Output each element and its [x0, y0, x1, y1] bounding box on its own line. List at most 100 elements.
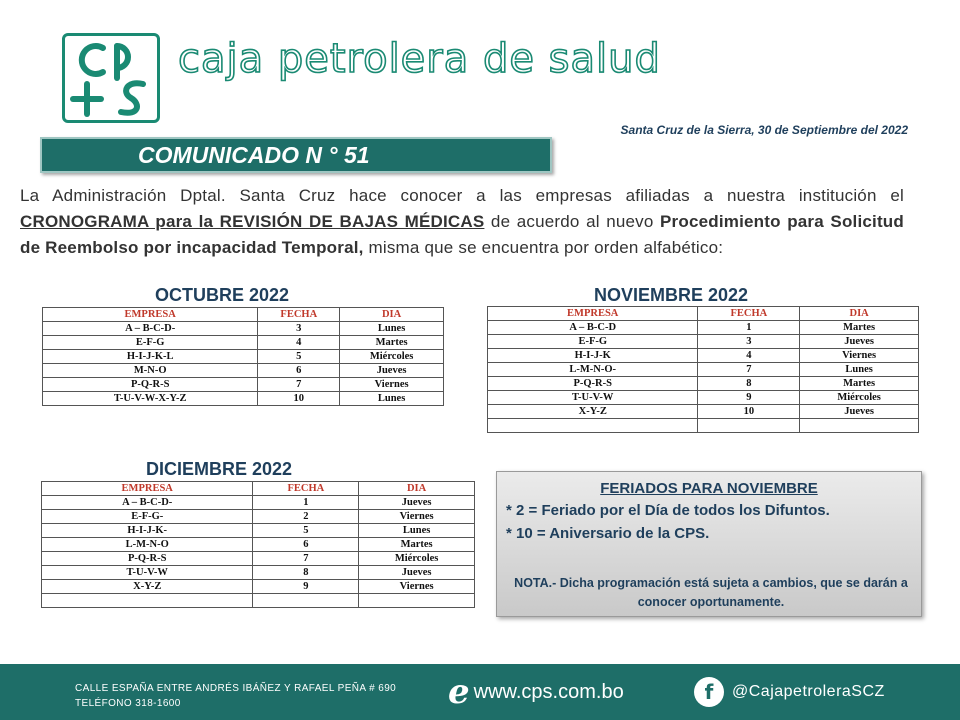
dia-cell: Martes — [358, 537, 475, 552]
dia-cell: Jueves — [358, 565, 475, 580]
table-row — [486, 418, 919, 433]
fecha-cell: 7 — [697, 362, 801, 377]
facebook-icon: f — [694, 677, 724, 707]
fecha-cell: 2 — [252, 509, 360, 524]
empresa-cell: E-F-G — [41, 335, 259, 350]
brand-name: caja petrolera de salud — [177, 35, 661, 83]
dia-cell: Martes — [799, 376, 919, 391]
empresa-cell — [486, 418, 699, 433]
date-line: Santa Cruz de la Sierra, 30 de Septiembr… — [620, 123, 908, 137]
column-header-dia: DIA — [799, 306, 919, 321]
dia-cell: Viernes — [358, 509, 475, 524]
empresa-cell — [40, 593, 254, 608]
dia-cell: Martes — [799, 320, 919, 335]
fecha-cell: 4 — [697, 348, 801, 363]
dia-cell — [358, 593, 475, 608]
dia-cell — [799, 418, 919, 433]
empresa-cell: P-Q-R-S — [486, 376, 699, 391]
feriado-item: * 2 = Feriado por el Día de todos los Di… — [506, 502, 830, 519]
internet-explorer-icon: e — [448, 672, 470, 712]
table-row: L-M-N-O 6 Martes — [40, 537, 475, 552]
intro-underlined: CRONOGRAMA para la REVISIÓN DE BAJAS MÉD… — [20, 212, 485, 231]
column-header-dia: DIA — [358, 481, 475, 496]
octubre-title: OCTUBRE 2022 — [155, 285, 290, 305]
dia-cell: Viernes — [358, 579, 475, 594]
table-row: E-F-G 3 Jueves — [486, 334, 919, 349]
dia-cell: Jueves — [339, 363, 444, 378]
fecha-cell: 6 — [252, 537, 360, 552]
empresa-cell: P-Q-R-S — [40, 551, 254, 566]
fecha-cell — [697, 418, 801, 433]
empresa-cell: T-U-V-W — [40, 565, 254, 580]
empresa-cell: H-I-J-K- — [40, 523, 254, 538]
empresa-cell: A – B-C-D- — [41, 321, 259, 336]
fecha-cell: 9 — [697, 390, 801, 405]
nota-text: NOTA.- Dicha programación está sujeta a … — [514, 576, 908, 609]
dia-cell: Miércoles — [339, 349, 444, 364]
column-header-empresa: EMPRESA — [486, 306, 699, 321]
dia-cell: Lunes — [799, 362, 919, 377]
table-row: A – B-C-D- 3 Lunes — [41, 321, 444, 336]
fecha-cell — [252, 593, 360, 608]
fecha-cell: 1 — [697, 320, 801, 335]
fecha-cell: 3 — [697, 334, 801, 349]
fecha-cell: 5 — [252, 523, 360, 538]
table-row: E-F-G- 2 Viernes — [40, 509, 475, 524]
dia-cell: Jueves — [358, 495, 475, 510]
empresa-cell: E-F-G- — [40, 509, 254, 524]
table-row: A – B-C-D- 1 Jueves — [40, 495, 475, 510]
empresa-cell: L-M-N-O- — [486, 362, 699, 377]
column-header-dia: DIA — [339, 307, 444, 322]
dia-cell: Miércoles — [358, 551, 475, 566]
feriados-title: FERIADOS PARA NOVIEMBRE — [600, 480, 818, 497]
fecha-cell: 8 — [697, 376, 801, 391]
dia-cell: Jueves — [799, 404, 919, 419]
table-row: T-U-V-W 9 Miércoles — [486, 390, 919, 405]
social-handle[interactable]: @CajapetroleraSCZ — [732, 683, 885, 700]
feriado-item: * 10 = Aniversario de la CPS. — [506, 525, 710, 542]
empresa-cell: M-N-O — [41, 363, 259, 378]
footer: CALLE ESPAÑA ENTRE ANDRÉS IBÁÑEZ Y RAFAE… — [0, 664, 960, 720]
table-row: P-Q-R-S 8 Martes — [486, 376, 919, 391]
dia-cell: Lunes — [339, 391, 444, 406]
column-header-empresa: EMPRESA — [40, 481, 254, 496]
intro-text-3: misma que se encuentra por orden alfabét… — [363, 238, 724, 257]
feriados-box: FERIADOS PARA NOVIEMBRE * 2 = Feriado po… — [496, 471, 922, 617]
table-row: P-Q-R-S 7 Viernes — [41, 377, 444, 392]
fecha-cell: 9 — [252, 579, 360, 594]
table-row: M-N-O 6 Jueves — [41, 363, 444, 378]
dia-cell: Jueves — [799, 334, 919, 349]
empresa-cell: L-M-N-O — [40, 537, 254, 552]
website-url[interactable]: www.cps.com.bo — [473, 680, 624, 703]
comunicado-title: COMUNICADO N ° 51 — [138, 142, 370, 168]
empresa-cell: T-U-V-W-X-Y-Z — [41, 391, 259, 406]
dia-cell: Lunes — [358, 523, 475, 538]
dia-cell: Lunes — [339, 321, 444, 336]
address-line: CALLE ESPAÑA ENTRE ANDRÉS IBÁÑEZ Y RAFAE… — [75, 683, 397, 694]
website-link[interactable]: e www.cps.com.bo — [448, 672, 624, 712]
table-row: T-U-V-W 8 Jueves — [40, 565, 475, 580]
fecha-cell: 10 — [697, 404, 801, 419]
empresa-cell: H-I-J-K — [486, 348, 699, 363]
table-row: T-U-V-W-X-Y-Z 10 Lunes — [41, 391, 444, 406]
table-row: H-I-J-K-L 5 Miércoles — [41, 349, 444, 364]
dia-cell: Miércoles — [799, 390, 919, 405]
empresa-cell: E-F-G — [486, 334, 699, 349]
fecha-cell: 4 — [257, 335, 341, 350]
column-header-fecha: FECHA — [252, 481, 360, 496]
table-header-row: EMPRESA FECHA DIA — [486, 306, 919, 321]
table-row — [40, 593, 475, 608]
empresa-cell: P-Q-R-S — [41, 377, 259, 392]
octubre-table: EMPRESA FECHA DIA A – B-C-D- 3 Lunes E-F-G 4… — [41, 307, 444, 406]
dia-cell: Viernes — [339, 377, 444, 392]
noviembre-title: NOVIEMBRE 2022 — [594, 285, 749, 305]
table-row: P-Q-R-S 7 Miércoles — [40, 551, 475, 566]
table-row: X-Y-Z 9 Viernes — [40, 579, 475, 594]
column-header-empresa: EMPRESA — [41, 307, 259, 322]
cps-logo — [62, 33, 160, 123]
intro-text-1: La Administración Dptal. Santa Cruz hace… — [20, 186, 904, 205]
empresa-cell: H-I-J-K-L — [41, 349, 259, 364]
facebook-link[interactable]: f @CajapetroleraSCZ — [694, 677, 885, 707]
intro-bold: Procedimiento para Solicitud de Reembols… — [20, 212, 904, 257]
dia-cell: Viernes — [799, 348, 919, 363]
